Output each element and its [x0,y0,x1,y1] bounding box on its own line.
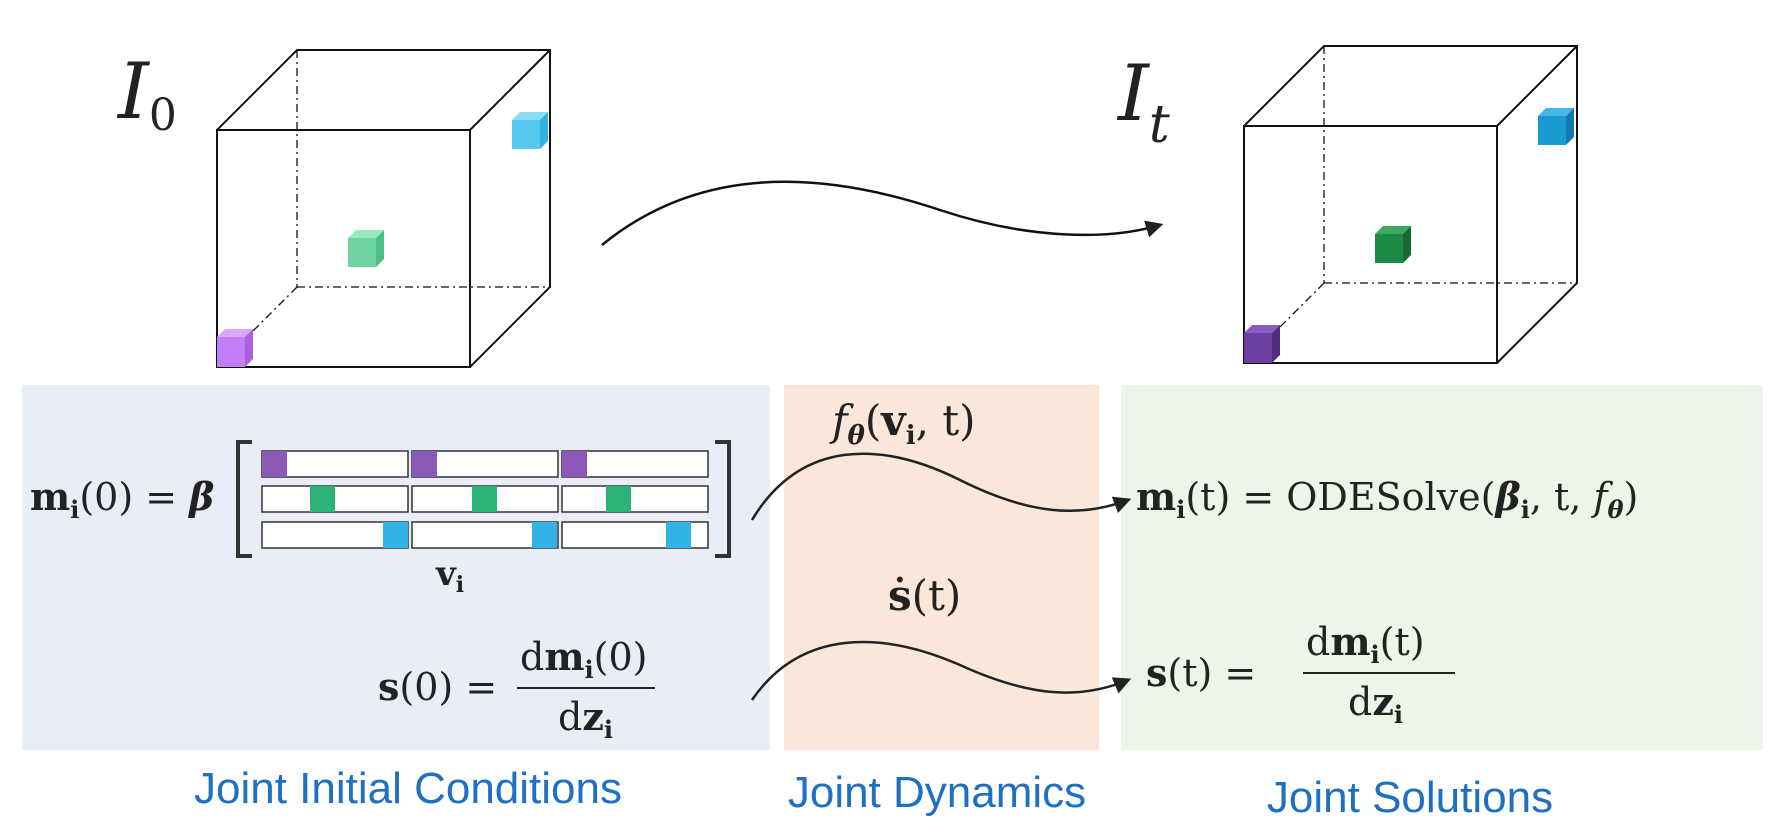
green-marker [606,486,631,512]
s-initial-numerator: dmi(0) [520,634,648,684]
purple-voxel-initial [217,329,253,367]
caption-solutions: Joint Solutions [1267,773,1553,822]
cyan-marker [666,522,691,548]
cyan-marker [532,522,557,548]
s-solution-numerator: dmi(t) [1306,619,1425,669]
m-initial-equation: mi(0) = β [30,474,214,524]
dynamics-arrow-bottom [750,640,1132,701]
caption-initial-conditions: Joint Initial Conditions [194,764,622,813]
final-volume-cube [1243,45,1578,364]
matrix-right-bracket [715,440,731,558]
panel-solutions [1121,385,1763,750]
s-initial-lhs: s(0) = [378,664,497,709]
green-voxel-initial [348,230,384,267]
initial-volume-label: I0 [116,47,177,141]
volume-transformation-arrow [601,180,1164,246]
green-voxel-final [1375,226,1411,263]
dynamics-arrow-top [750,452,1132,521]
green-marker [310,486,335,512]
m-solution-equation: mi(t) = ODESolve(βi, t, fθ) [1136,474,1638,524]
matrix-cell [561,485,709,513]
caption-dynamics: Joint Dynamics [788,768,1086,817]
s-dot-label: ṡ(t) [888,571,961,620]
v-vector-label: vi [435,554,464,598]
panel-initial-conditions [22,385,770,750]
green-marker [472,486,497,512]
s-solution-denominator: dzi [1348,679,1403,729]
matrix-left-bracket [236,440,252,558]
cyan-voxel-initial [512,112,548,149]
purple-marker [412,451,437,477]
purple-marker [262,451,287,477]
final-volume-label: It [1116,49,1170,155]
initial-volume-cube [216,49,551,368]
matrix-markers [262,451,691,548]
cyan-voxel-final [1538,108,1574,145]
s-initial-denominator: dzi [558,694,613,744]
cyan-marker [383,522,408,548]
s-solution-lhs: s(t) = [1146,650,1256,695]
panel-dynamics [784,385,1099,750]
purple-voxel-final [1244,325,1280,363]
purple-marker [562,451,587,477]
